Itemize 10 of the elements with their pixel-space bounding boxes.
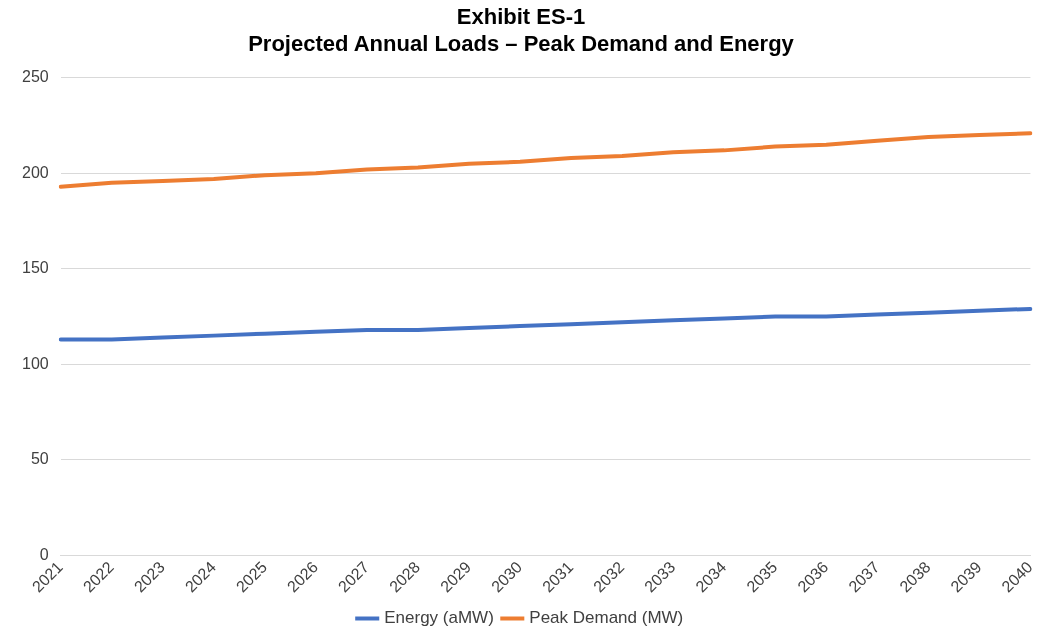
text: Exhibit ES-1: [456, 4, 586, 30]
y-tick-label: 50: [30, 450, 49, 468]
legend-label: Energy (aMW): [384, 608, 494, 628]
y-tick-label: 200: [21, 163, 49, 181]
text: Projected Annual Loads – Peak Demand and Energy: [248, 30, 794, 56]
y-tick-label: 100: [21, 354, 49, 372]
y-tick-label: 250: [21, 68, 49, 86]
y-tick-label: 150: [21, 259, 49, 277]
legend-label: Peak Demand (MW): [529, 608, 684, 628]
y-tick-label: 0: [39, 545, 49, 563]
